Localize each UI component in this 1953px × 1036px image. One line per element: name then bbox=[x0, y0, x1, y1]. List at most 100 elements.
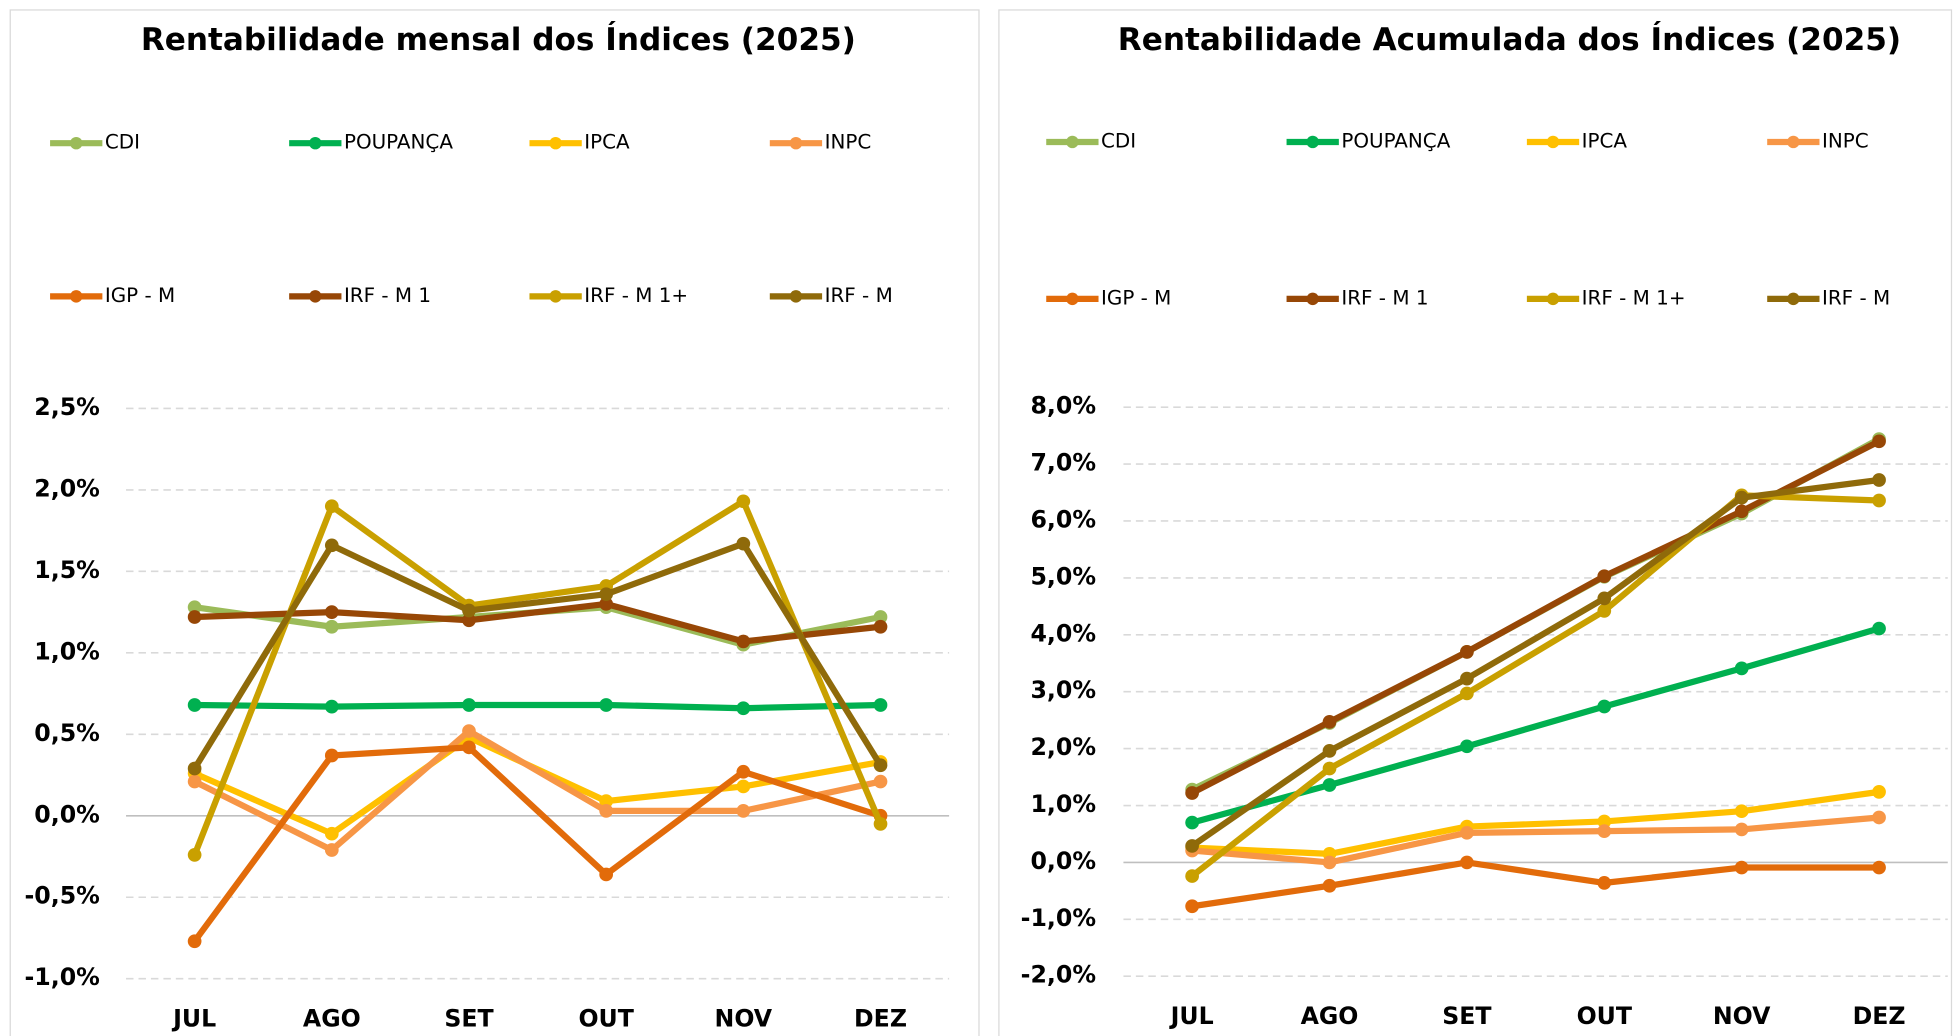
data-point bbox=[599, 698, 614, 712]
x-tick-label: AGO bbox=[303, 1004, 361, 1032]
data-point bbox=[1322, 761, 1337, 776]
legend-item: POUPANÇA bbox=[289, 131, 453, 154]
data-point bbox=[1460, 739, 1474, 754]
y-tick-label: 0,0% bbox=[34, 800, 100, 828]
legend-marker bbox=[1787, 135, 1800, 149]
data-point bbox=[1734, 661, 1749, 676]
legend-item: POUPANÇA bbox=[1286, 129, 1451, 152]
y-tick-label: 1,0% bbox=[1030, 790, 1096, 818]
data-point bbox=[736, 536, 751, 551]
legend-marker bbox=[309, 290, 322, 303]
legend-item: IRF - M 1+ bbox=[529, 284, 688, 307]
data-point bbox=[1597, 876, 1612, 890]
legend-item: INPC bbox=[1767, 129, 1869, 152]
data-point bbox=[187, 774, 202, 789]
legend-label: CDI bbox=[105, 131, 140, 154]
data-point bbox=[873, 610, 888, 624]
data-point bbox=[1872, 621, 1886, 636]
legend-label: IGP - M bbox=[105, 284, 175, 307]
legend-label: INPC bbox=[825, 131, 872, 154]
legend-marker bbox=[1066, 292, 1079, 306]
legend-item: CDI bbox=[50, 131, 140, 154]
data-point bbox=[599, 867, 614, 882]
series-line bbox=[1191, 788, 1880, 857]
data-point bbox=[1185, 815, 1199, 830]
data-point bbox=[1185, 899, 1199, 914]
legend-marker bbox=[1787, 292, 1800, 306]
legend-marker bbox=[789, 290, 803, 303]
data-point bbox=[324, 538, 339, 553]
data-point bbox=[736, 634, 751, 649]
legend-marker bbox=[1546, 292, 1560, 306]
data-point bbox=[1185, 839, 1199, 853]
legend-marker bbox=[309, 136, 322, 150]
data-point bbox=[599, 597, 614, 611]
data-point bbox=[1460, 671, 1474, 686]
data-point bbox=[1322, 715, 1337, 729]
legend-item: IRF - M 1 bbox=[289, 284, 431, 307]
data-point bbox=[1734, 490, 1749, 505]
legend-item: IPCA bbox=[529, 131, 630, 154]
data-point bbox=[187, 848, 202, 862]
y-tick-label: 0,5% bbox=[34, 719, 100, 747]
series-line bbox=[1191, 625, 1880, 826]
data-point bbox=[873, 758, 888, 773]
data-point bbox=[324, 699, 339, 714]
data-point bbox=[1185, 869, 1199, 883]
data-point bbox=[324, 499, 339, 514]
x-tick-label: DEZ bbox=[1853, 1002, 1906, 1030]
legend-marker bbox=[1306, 135, 1319, 149]
y-tick-label: 0,0% bbox=[1030, 847, 1096, 875]
y-tick-label: 2,5% bbox=[34, 393, 100, 421]
panel bbox=[998, 9, 1953, 1036]
legend-marker bbox=[1066, 135, 1079, 149]
data-point bbox=[187, 934, 202, 949]
legend-label: POUPANÇA bbox=[1341, 129, 1450, 152]
legend-label: IRF - M bbox=[1822, 286, 1890, 309]
legend-item: IRF - M 1+ bbox=[1526, 286, 1686, 309]
data-point bbox=[873, 698, 888, 712]
data-point bbox=[1872, 473, 1886, 487]
legend-marker bbox=[789, 136, 803, 150]
data-point bbox=[1734, 860, 1749, 875]
legend-item: CDI bbox=[1046, 129, 1136, 152]
data-point bbox=[736, 764, 751, 779]
y-tick-label: 8,0% bbox=[1030, 392, 1096, 420]
data-point bbox=[462, 698, 476, 712]
legend-marker bbox=[70, 136, 83, 150]
x-tick-label: JUL bbox=[171, 1004, 216, 1032]
data-point bbox=[1597, 814, 1612, 829]
legend-label: CDI bbox=[1101, 129, 1136, 152]
data-point bbox=[1322, 855, 1337, 870]
legend-label: IPCA bbox=[584, 131, 630, 154]
data-point bbox=[1460, 645, 1474, 659]
data-point bbox=[736, 494, 751, 509]
y-tick-label: 2,0% bbox=[34, 474, 100, 502]
legend-marker bbox=[549, 136, 562, 150]
data-point bbox=[1597, 569, 1612, 584]
legend-label: POUPANÇA bbox=[344, 131, 453, 154]
x-tick-label: OUT bbox=[578, 1004, 633, 1032]
legend-label: IPCA bbox=[1582, 129, 1628, 152]
y-tick-label: -1,0% bbox=[1021, 904, 1096, 932]
data-point bbox=[324, 748, 339, 763]
legend-marker bbox=[1306, 292, 1319, 306]
legend-label: IRF - M 1 bbox=[344, 284, 431, 307]
data-point bbox=[462, 613, 476, 628]
data-point bbox=[599, 794, 614, 808]
y-tick-label: 7,0% bbox=[1030, 449, 1096, 477]
data-point bbox=[1460, 686, 1474, 701]
data-point bbox=[1734, 504, 1749, 519]
x-tick-label: JUL bbox=[1169, 1002, 1214, 1030]
data-point bbox=[1460, 855, 1474, 870]
data-point bbox=[1322, 778, 1337, 792]
y-tick-label: 5,0% bbox=[1030, 562, 1096, 590]
legend-item: IRF - M bbox=[769, 284, 893, 307]
data-point bbox=[599, 804, 614, 818]
data-point bbox=[1872, 810, 1886, 825]
data-point bbox=[462, 603, 476, 618]
x-tick-label: OUT bbox=[1577, 1002, 1632, 1030]
panel bbox=[9, 9, 980, 1036]
chart-title: Rentabilidade Acumulada dos Índices (202… bbox=[1118, 20, 1901, 58]
data-point bbox=[324, 619, 339, 634]
